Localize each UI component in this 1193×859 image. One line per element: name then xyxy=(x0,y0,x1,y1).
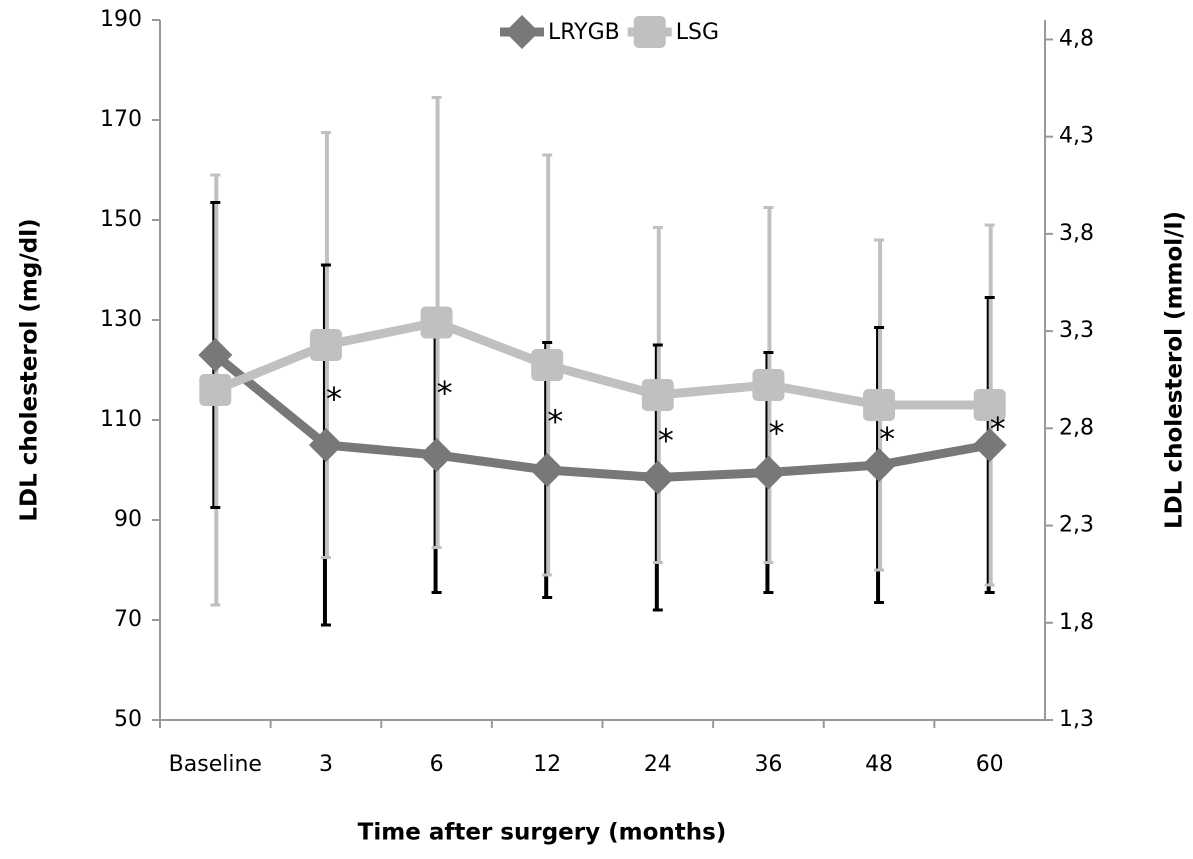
marker xyxy=(633,16,666,48)
x-tick-label: 3 xyxy=(319,752,333,777)
significance-mark: * xyxy=(879,420,895,458)
x-tick-label: 60 xyxy=(976,752,1004,777)
x-tick-label: 36 xyxy=(754,752,782,777)
y-tick-label: 130 xyxy=(100,307,142,332)
series-line xyxy=(213,318,990,410)
x-tick-label: 12 xyxy=(533,752,561,777)
x-axis-title: Time after surgery (months) xyxy=(358,820,727,846)
series-line xyxy=(212,351,991,482)
y2-tick-label: 4,8 xyxy=(1059,26,1094,51)
significance-mark: * xyxy=(547,403,563,441)
y2-tick-label: 1,8 xyxy=(1059,610,1094,635)
y-tick-label: 90 xyxy=(114,507,142,532)
y2-tick-label: 3,8 xyxy=(1059,221,1094,246)
marker xyxy=(863,389,896,421)
marker xyxy=(420,306,453,339)
marker xyxy=(530,453,565,487)
y2-tick-label: 3,3 xyxy=(1059,318,1094,343)
marker xyxy=(862,448,897,482)
y-tick-label: 150 xyxy=(100,207,142,232)
marker xyxy=(505,15,539,49)
y-axis-title: LDL cholesterol (mg/dl) xyxy=(17,218,43,521)
legend-label: LSG xyxy=(676,20,719,45)
legend-label: LRYGB xyxy=(548,20,620,45)
y2-axis-title: LDL cholesterol (mmol/l) xyxy=(1162,211,1188,529)
y2-tick-label: 2,3 xyxy=(1059,513,1094,538)
significance-mark: * xyxy=(990,410,1006,448)
marker xyxy=(199,374,232,406)
marker xyxy=(972,428,1007,462)
marker xyxy=(641,379,674,411)
marker xyxy=(308,428,343,462)
y2-tick-label: 1,3 xyxy=(1059,707,1094,732)
y-tick-label: 50 xyxy=(114,707,142,732)
significance-mark: * xyxy=(437,374,453,412)
x-tick-label: Baseline xyxy=(169,752,262,777)
marker xyxy=(309,329,342,361)
marker xyxy=(752,369,785,401)
x-tick-label: 48 xyxy=(865,752,893,777)
marker xyxy=(973,389,1006,421)
significance-mark: * xyxy=(326,380,342,418)
marker xyxy=(419,438,454,472)
y-tick-label: 190 xyxy=(100,7,142,32)
y-tick-label: 170 xyxy=(100,107,142,132)
x-tick-label: 6 xyxy=(430,752,444,777)
significance-mark: * xyxy=(768,414,784,452)
y2-tick-label: 2,8 xyxy=(1059,415,1094,440)
significance-mark: * xyxy=(658,421,674,459)
x-tick-label: 24 xyxy=(644,752,672,777)
marker xyxy=(751,455,786,490)
marker xyxy=(640,460,675,495)
marker xyxy=(198,338,233,372)
y2-tick-label: 4,3 xyxy=(1059,124,1094,149)
y-tick-label: 110 xyxy=(100,407,142,432)
marker xyxy=(531,349,564,381)
y-tick-label: 70 xyxy=(114,607,142,632)
